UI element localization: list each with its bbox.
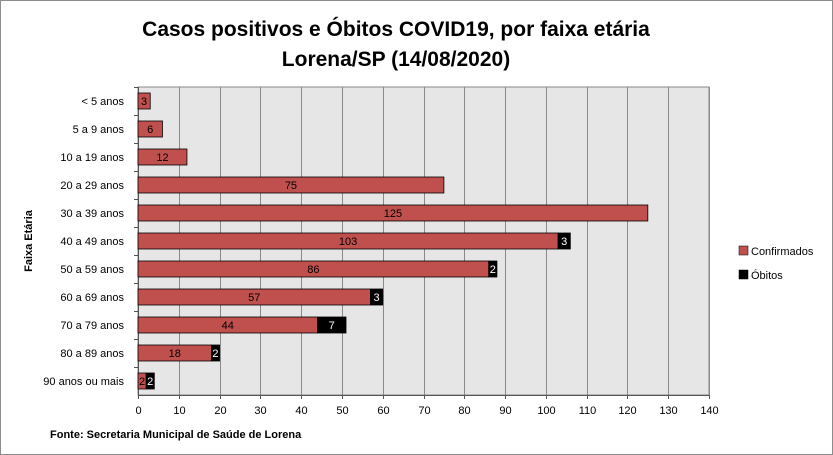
data-label: 57 [248, 292, 260, 304]
legend-swatch [738, 269, 749, 280]
y-tick-label: 60 a 69 anos [60, 292, 124, 304]
y-tick-label: 30 a 39 anos [60, 208, 124, 220]
data-label: 12 [156, 152, 168, 164]
bar-obitos [317, 316, 347, 334]
data-label: 3 [374, 292, 380, 304]
data-label: 125 [384, 208, 402, 220]
y-tick-label: 20 a 29 anos [60, 180, 124, 192]
x-tick-label: 50 [336, 405, 348, 417]
bar-confirmados [137, 120, 163, 138]
data-label: 7 [329, 320, 335, 332]
data-label: 75 [285, 180, 297, 192]
x-tick-label: 0 [135, 405, 141, 417]
chart-title: Casos positivos e Óbitos COVID19, por fa… [142, 18, 650, 41]
x-tick-label: 30 [254, 405, 266, 417]
data-label: 3 [561, 236, 567, 248]
legend-swatch [738, 245, 749, 256]
bar-confirmados [137, 92, 151, 110]
y-tick-label: 5 a 9 anos [73, 124, 125, 136]
y-tick-label: 70 a 79 anos [60, 320, 124, 332]
y-tick-label: 50 a 59 anos [60, 264, 124, 276]
data-label: 2 [139, 376, 145, 388]
source-note: Fonte: Secretaria Municipal de Saúde de … [50, 429, 302, 441]
bar-confirmados [137, 148, 188, 166]
y-tick-label: < 5 anos [81, 96, 124, 108]
bar-obitos [488, 260, 498, 278]
y-tick-label: 10 a 19 anos [60, 152, 124, 164]
data-label: 2 [212, 348, 218, 360]
y-tick-label: 40 a 49 anos [60, 236, 124, 248]
x-tick-label: 140 [700, 405, 718, 417]
legend-label: Óbitos [751, 269, 783, 282]
y-axis-title: Faixa Etária [23, 209, 35, 272]
x-tick-label: 130 [659, 405, 677, 417]
data-label: 86 [307, 264, 319, 276]
y-tick-label: 90 anos ou mais [43, 376, 124, 388]
x-tick-label: 90 [499, 405, 511, 417]
data-label: 44 [222, 320, 234, 332]
data-label: 18 [169, 348, 181, 360]
data-label: 3 [141, 96, 147, 108]
chart-subtitle: Lorena/SP (14/08/2020) [281, 48, 511, 71]
bar-obitos [211, 344, 220, 362]
bar-obitos [145, 372, 155, 390]
data-label: 2 [147, 376, 153, 388]
x-tick-label: 20 [214, 405, 226, 417]
bar-confirmados [137, 176, 445, 194]
x-tick-label: 40 [295, 405, 307, 417]
x-tick-label: 110 [579, 405, 597, 417]
data-label: 2 [490, 264, 496, 276]
data-label: 6 [147, 124, 153, 136]
legend-label: Confirmados [751, 246, 814, 258]
bar-obitos [370, 288, 384, 306]
x-tick-label: 80 [458, 405, 470, 417]
x-tick-label: 100 [537, 405, 555, 417]
y-tick-label: 80 a 89 anos [60, 348, 124, 360]
bar-obitos [557, 232, 571, 250]
bar-confirmados [137, 204, 649, 222]
data-label: 103 [339, 236, 357, 248]
x-tick-label: 60 [377, 405, 389, 417]
x-tick-label: 10 [173, 405, 185, 417]
x-tick-label: 70 [418, 405, 430, 417]
x-tick-label: 120 [618, 405, 636, 417]
